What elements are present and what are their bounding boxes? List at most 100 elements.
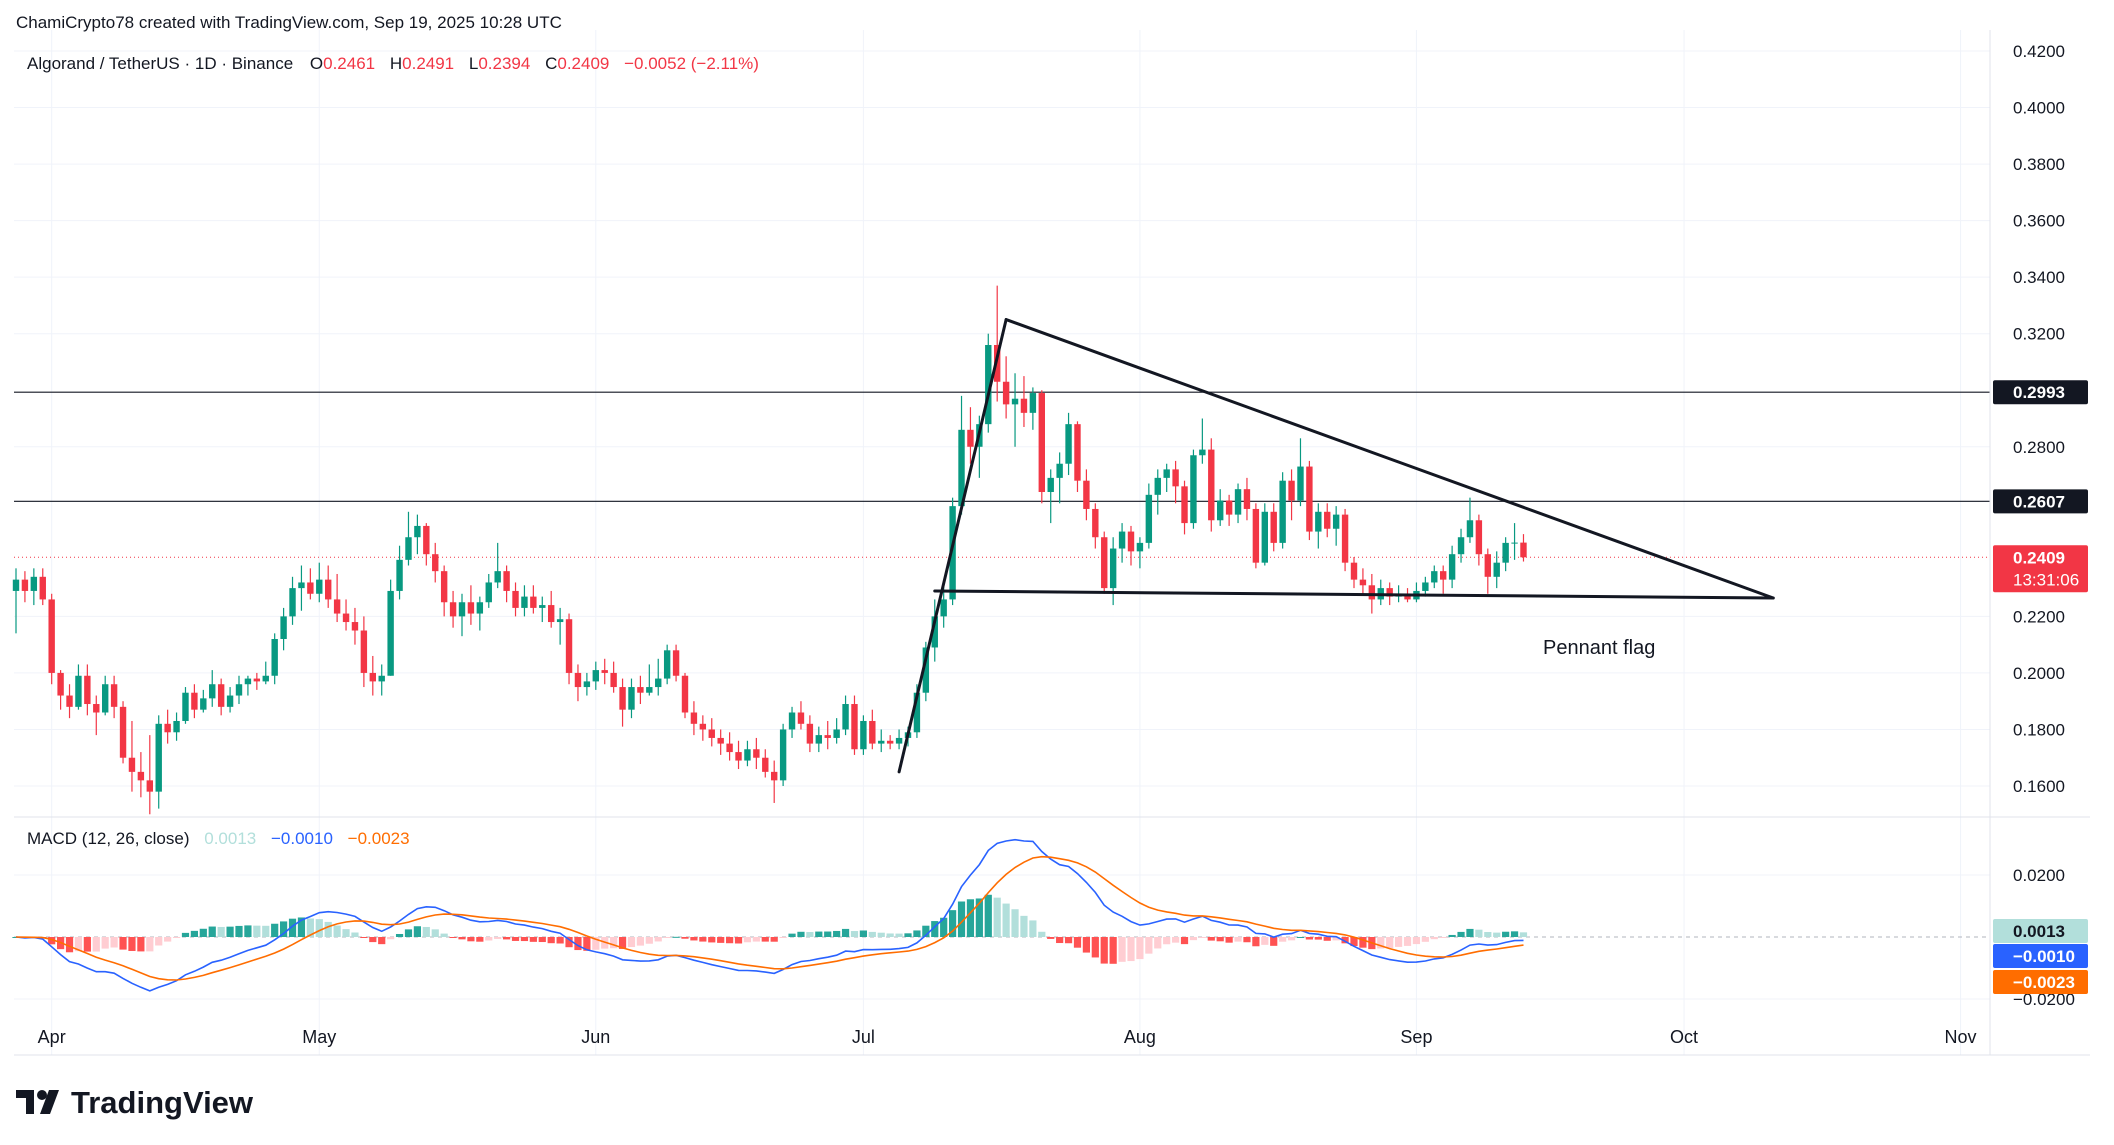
candle	[494, 542, 501, 589]
candle-body	[628, 687, 635, 710]
candle-body	[913, 692, 921, 733]
candle-body	[1020, 398, 1028, 413]
candle-body	[21, 579, 29, 591]
candle	[646, 664, 653, 696]
macd-histogram-badge-box	[1993, 919, 2088, 943]
macd-histogram-bar	[1466, 928, 1474, 937]
candle	[440, 565, 448, 617]
candle-body	[886, 740, 894, 744]
candle	[1136, 537, 1144, 569]
macd-histogram-bar	[1243, 937, 1251, 943]
candle-body	[1038, 393, 1045, 492]
candle-body	[1118, 531, 1126, 549]
candle	[824, 720, 831, 750]
time-axis-tick-label: Sep	[1400, 1027, 1432, 1047]
open-value: 0.2461	[323, 54, 375, 73]
candle	[958, 395, 965, 515]
candle	[325, 565, 332, 608]
candle-body	[307, 582, 314, 594]
macd-histogram-bar	[511, 937, 520, 941]
candle	[512, 582, 519, 617]
macd-histogram-bar	[708, 937, 716, 943]
candle-body	[833, 729, 840, 738]
candle	[1092, 503, 1099, 549]
candle	[699, 715, 707, 741]
macd-histogram-bar	[494, 937, 502, 939]
candle	[1297, 438, 1304, 507]
candle-body	[717, 737, 724, 744]
candle-body	[1127, 531, 1135, 552]
candle-body	[30, 576, 38, 591]
candle	[387, 579, 394, 676]
macd-histogram-bar	[208, 926, 216, 937]
candle	[378, 664, 385, 696]
candle	[922, 641, 930, 702]
macd-histogram-bar	[690, 937, 698, 941]
candle-body	[1002, 381, 1010, 405]
macd-histogram-bar	[1314, 937, 1322, 940]
candle	[717, 729, 724, 755]
macd-histogram-bar	[895, 933, 903, 937]
macd-histogram-bar	[975, 898, 983, 937]
candle	[217, 678, 225, 716]
candle	[423, 523, 430, 566]
candle-body	[298, 582, 305, 589]
candle	[788, 706, 796, 738]
candle-body	[735, 752, 742, 761]
macd-histogram-bar	[726, 937, 734, 944]
price-axis-tick-label: 0.3400	[2013, 268, 2065, 287]
candle-body	[1101, 537, 1108, 589]
macd-histogram-bar	[1475, 929, 1483, 937]
macd-histogram-bar	[833, 930, 841, 937]
macd-histogram-bar	[422, 926, 430, 937]
price-axis-tick-label: 0.2000	[2013, 664, 2065, 683]
macd-histogram-bar	[65, 937, 74, 953]
macd-histogram-bar	[83, 937, 91, 952]
candle	[1359, 568, 1367, 594]
macd-histogram-bar	[1145, 937, 1153, 954]
macd-histogram-bar	[574, 937, 582, 951]
candle	[191, 684, 198, 719]
candle	[360, 616, 368, 688]
macd-histogram-bar	[1073, 937, 1082, 948]
macd-histogram-bar	[538, 937, 546, 943]
candle	[39, 568, 46, 606]
macd-histogram-bar	[413, 926, 421, 937]
time-axis-tick-label: Jul	[852, 1027, 875, 1047]
candle-body	[414, 525, 421, 538]
candle	[1341, 508, 1349, 572]
macd-histogram-bar	[1127, 937, 1135, 962]
candle-body	[637, 687, 644, 693]
candle	[1332, 506, 1340, 546]
candle-body	[1270, 511, 1277, 543]
candle-body	[137, 771, 145, 781]
candle-body	[967, 429, 974, 447]
candle	[708, 718, 715, 747]
candle-body	[1190, 455, 1197, 524]
macd-histogram-bar	[922, 925, 930, 937]
close-label: C	[545, 54, 557, 73]
candle-body	[539, 605, 546, 608]
candle-body	[1511, 542, 1518, 544]
candle-body	[110, 684, 118, 707]
symbol-legend[interactable]: Algorand / TetherUS · 1D · Binance O0.24…	[27, 54, 759, 73]
candle-body	[289, 588, 296, 617]
macd-histogram-bar	[645, 937, 653, 944]
macd-legend[interactable]: MACD (12, 26, close) 0.0013 −0.0010 −0.0…	[27, 829, 410, 848]
macd-histogram-bar	[119, 937, 127, 950]
candle-body	[824, 735, 831, 738]
macd-signal-badge: −0.0023	[1993, 970, 2088, 994]
resistance-badge: 0.2993	[1993, 380, 2088, 405]
low-label: L	[469, 54, 478, 73]
low-value: 0.2394	[478, 54, 530, 73]
price-axis-tick-label: 0.2800	[2013, 438, 2065, 457]
tradingview-logo[interactable]: TradingView	[16, 1085, 254, 1120]
candle	[1047, 469, 1054, 524]
macd-histogram-bar	[797, 931, 805, 937]
candle-body	[619, 687, 626, 710]
price-axis-tick-label: 0.1800	[2013, 720, 2065, 739]
macd-histogram-bar	[592, 937, 600, 950]
candle-body	[1502, 542, 1509, 563]
candle-body	[1466, 520, 1474, 538]
macd-histogram-bar	[369, 937, 377, 943]
